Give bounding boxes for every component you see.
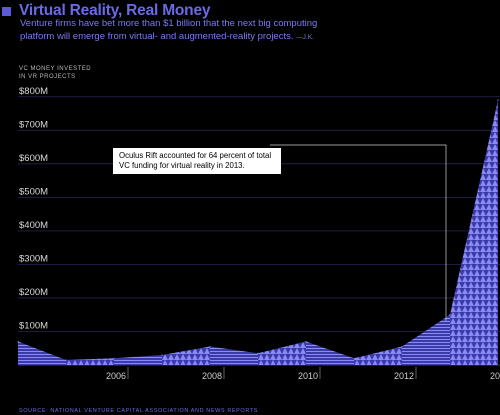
data-point	[401, 345, 403, 348]
area-series	[17, 99, 499, 365]
x-tick-labels: 2006 2008 2010 2012 2014	[106, 367, 500, 381]
gridlines	[18, 96, 500, 366]
y-tick-label: $200M	[19, 287, 48, 298]
area-segment	[402, 314, 450, 365]
data-point	[305, 340, 307, 343]
data-point	[113, 357, 115, 359]
y-tick-label: $800M	[19, 86, 48, 97]
y-tick-label: $700M	[19, 119, 48, 130]
area-segment	[258, 341, 306, 365]
data-point	[449, 314, 451, 316]
area-segment	[354, 346, 402, 365]
area-segment	[306, 341, 354, 365]
y-tick-label: $600M	[19, 153, 48, 164]
area-segment	[114, 354, 162, 365]
data-point	[257, 352, 259, 354]
area-segment	[66, 358, 114, 365]
y-tick-label: $400M	[19, 220, 48, 231]
x-tick-label: 2014	[490, 371, 500, 381]
data-point	[353, 357, 355, 359]
chart-title: Virtual Reality, Real Money	[19, 2, 211, 19]
y-tick-labels: $100M $200M $300M $400M $500M $600M $700M $800M	[19, 86, 48, 332]
x-tick-label: 2006	[106, 371, 126, 381]
byline: —J.K.	[296, 33, 314, 41]
y-tick-label: $300M	[19, 253, 48, 264]
annotation-leader	[270, 144, 447, 321]
y-axis-label: VC MONEY INVESTED IN VR PROJECTS	[19, 66, 92, 80]
chart-subtitle: Venture firms have bet more than $1 bill…	[20, 18, 350, 44]
subtitle-text: Venture firms have bet more than $1 bill…	[20, 18, 318, 42]
x-tick-label: 2010	[298, 371, 318, 381]
y-tick-label: $500M	[19, 186, 48, 197]
annotation-line	[270, 144, 447, 321]
title-row: Virtual Reality, Real Money	[0, 0, 210, 22]
x-tick-label: 2008	[202, 371, 222, 381]
x-tick-label: 2012	[394, 371, 414, 381]
data-point	[17, 340, 19, 343]
data-point	[497, 99, 499, 101]
y-tick-label: $100M	[19, 320, 48, 331]
area-segment	[210, 346, 258, 365]
area-segment	[162, 346, 210, 365]
data-point	[161, 354, 163, 356]
area-segment	[450, 100, 498, 365]
data-point	[209, 345, 211, 348]
annotation-box: Oculus Rift accounted for 64 percent of …	[113, 148, 281, 174]
area-segment	[18, 341, 66, 365]
title-marker	[2, 6, 11, 16]
source-note: SOURCE: NATIONAL VENTURE CAPITAL ASSOCIA…	[19, 408, 259, 414]
data-point	[65, 359, 67, 361]
